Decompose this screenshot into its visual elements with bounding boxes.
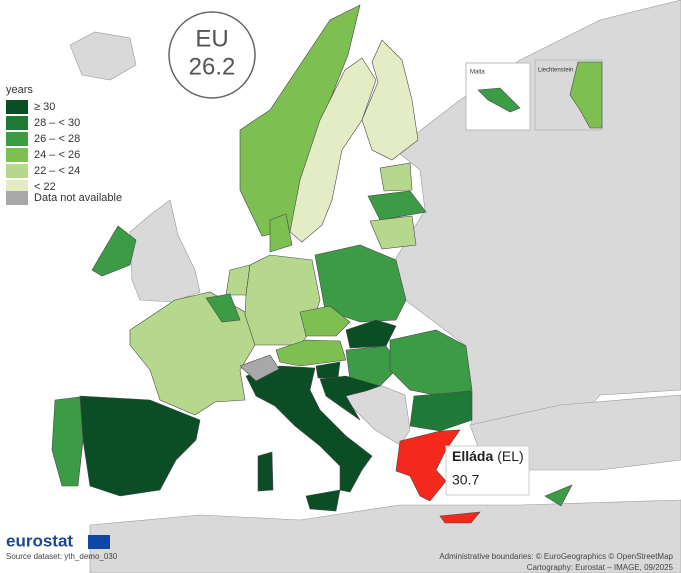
uk (129, 199, 201, 303)
legend-label: ≥ 30 (34, 101, 55, 113)
logo: eurostat (6, 531, 73, 550)
tooltip-value: 30.7 (452, 472, 479, 488)
insets: Malta Liechtenstein (465, 59, 603, 131)
italy[interactable] (245, 365, 373, 493)
sardinia[interactable] (257, 451, 274, 492)
legend-title: years (6, 84, 33, 96)
inset-label: Liechtenstein (538, 68, 573, 74)
eu-badge: EU 26.2 (168, 11, 256, 99)
inset-label: Malta (470, 70, 485, 76)
portugal[interactable] (51, 396, 84, 487)
legend-swatch (6, 148, 28, 162)
sweden[interactable] (289, 57, 377, 243)
belgium[interactable] (205, 293, 241, 323)
eu-flag (88, 535, 110, 549)
switzerland[interactable] (239, 354, 280, 382)
hungary[interactable] (345, 345, 401, 387)
tooltip-code: (EL) (497, 448, 523, 464)
tooltip-header: Elláda (EL) (452, 448, 524, 464)
legend-swatch (6, 164, 28, 178)
legend-label: Data not available (34, 192, 122, 204)
iceland (69, 31, 137, 81)
estonia[interactable] (379, 162, 413, 192)
legend: years ≥ 30 28 – < 30 26 – < 28 24 – < 26 22 … (6, 84, 122, 205)
legend-label: 26 – < 28 (34, 133, 80, 145)
latvia[interactable] (367, 190, 427, 221)
legend-swatch (6, 132, 28, 146)
germany[interactable] (244, 254, 321, 346)
tooltip-box (445, 445, 530, 496)
crete[interactable] (439, 511, 481, 524)
north-africa (89, 499, 681, 573)
cyprus[interactable] (544, 484, 573, 507)
czechia[interactable] (299, 305, 351, 337)
legend-swatch (6, 191, 28, 205)
bulgaria[interactable] (409, 390, 473, 432)
countries (51, 4, 573, 524)
legend-label: 24 – < 26 (34, 149, 80, 161)
legend-label: 28 – < 30 (34, 117, 80, 129)
source: Source dataset: yth_demo_030 (6, 552, 118, 561)
legend-label: 22 – < 24 (34, 165, 80, 177)
legend-swatch (6, 180, 28, 194)
balkans (329, 384, 411, 446)
ireland[interactable] (91, 225, 137, 277)
footer: eurostat Source dataset: yth_demo_030 Ad… (6, 531, 674, 572)
legend-label: < 22 (34, 181, 56, 193)
tooltip: Elláda (EL) 30.7 (445, 445, 530, 496)
croatia[interactable] (319, 375, 381, 421)
sicily[interactable] (305, 489, 341, 512)
spain[interactable] (79, 395, 201, 497)
france[interactable] (129, 291, 256, 416)
finland[interactable] (361, 39, 419, 161)
liechtenstein[interactable] (569, 61, 603, 129)
badge-value: 26.2 (189, 53, 236, 80)
cartography: Cartography: Eurostat – IMAGE, 09/2025 (527, 563, 674, 572)
malta[interactable] (477, 87, 521, 113)
legend-swatch (6, 116, 28, 130)
tooltip-name: Elláda (452, 448, 493, 464)
lithuania[interactable] (369, 215, 417, 250)
badge-label: EU (195, 25, 228, 52)
badge-circle (168, 11, 256, 99)
slovakia[interactable] (345, 319, 397, 349)
legend-swatch (6, 100, 28, 114)
denmark[interactable] (269, 213, 293, 253)
boundaries: Administrative boundaries: © EuroGeograp… (439, 552, 673, 561)
austria[interactable] (275, 339, 347, 367)
